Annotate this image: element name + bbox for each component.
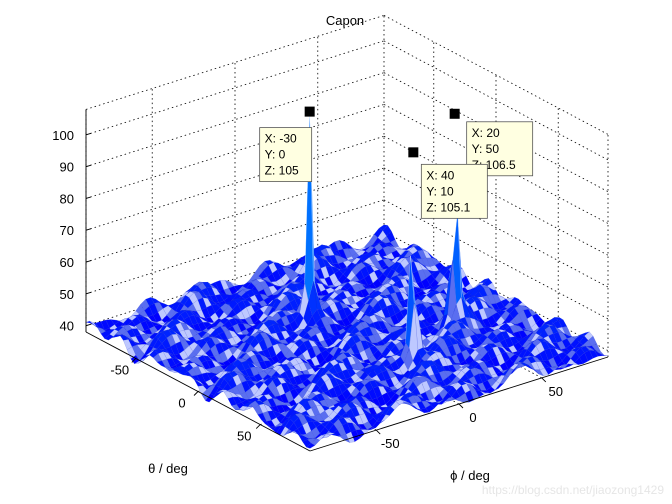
z-tick-label: 80 <box>60 191 74 206</box>
chart-title: Capon <box>326 13 364 28</box>
z-tick-mark <box>85 291 92 295</box>
z-gridline <box>85 104 385 199</box>
datatip-line: Y: 50 <box>472 142 500 156</box>
box-top-right <box>383 15 609 135</box>
x-tick-mark <box>131 358 137 363</box>
watermark: https://blog.csdn.net/jiaozong1429 <box>482 483 664 497</box>
datatip-line: Y: 0 <box>265 148 286 162</box>
datatip-marker <box>408 147 419 158</box>
datatip-marker <box>449 108 460 119</box>
datatip-line: Y: 10 <box>426 184 454 198</box>
surface-mesh <box>85 111 609 449</box>
z-gridline <box>383 167 609 288</box>
z-tick-mark <box>85 228 92 231</box>
z-tick-label: 40 <box>60 319 74 334</box>
y-tick-mark <box>458 403 464 409</box>
x-tick-mark <box>193 391 199 396</box>
y-tick-label: -50 <box>381 436 400 451</box>
z-gridline <box>383 40 609 161</box>
datatip[interactable]: X: 40 Y: 10 Z: 105.1 <box>408 147 488 219</box>
datatip-box <box>259 127 313 183</box>
y-tick-label: 50 <box>549 384 563 399</box>
y-tick-label: 0 <box>469 410 476 425</box>
datatip-marker <box>304 106 315 117</box>
z-tick-label: 90 <box>60 160 74 175</box>
z-tick-label: 100 <box>52 128 74 143</box>
datatip-line: X: 40 <box>426 168 454 182</box>
datatip-line: Z: 105.1 <box>426 200 470 214</box>
y-tick-mark <box>541 377 547 383</box>
y-axis-label: ϕ / deg <box>450 468 490 483</box>
z-gridline <box>383 135 609 256</box>
z-tick-label: 70 <box>60 223 74 238</box>
tick-labels: 40 50 60 70 80 90 100 -50 0 50 -50 0 50 <box>52 128 563 451</box>
z-tick-mark <box>85 260 92 263</box>
x-axis-label: θ / deg <box>148 461 188 476</box>
z-tick-mark <box>85 164 92 168</box>
z-tick-label: 50 <box>60 287 74 302</box>
x-tick-label: 50 <box>237 429 251 444</box>
z-tick-label: 60 <box>60 255 74 270</box>
x-tick-label: -50 <box>110 362 129 377</box>
datatip-box <box>420 163 488 219</box>
z-tick-mark <box>85 196 92 199</box>
datatip-line: X: -30 <box>265 132 297 146</box>
datatip[interactable]: X: -30 Y: 0 Z: 105 <box>259 106 315 183</box>
x-tick-label: 0 <box>178 396 185 411</box>
z-tick-mark <box>85 323 92 327</box>
datatip-line: Z: 105 <box>265 164 299 178</box>
z-gridline <box>85 40 385 136</box>
z-gridline <box>383 199 609 320</box>
x-tick-mark <box>255 424 261 429</box>
y-tick-mark <box>375 429 381 435</box>
z-tick-mark <box>85 132 92 136</box>
datatip-line: X: 20 <box>472 126 500 140</box>
